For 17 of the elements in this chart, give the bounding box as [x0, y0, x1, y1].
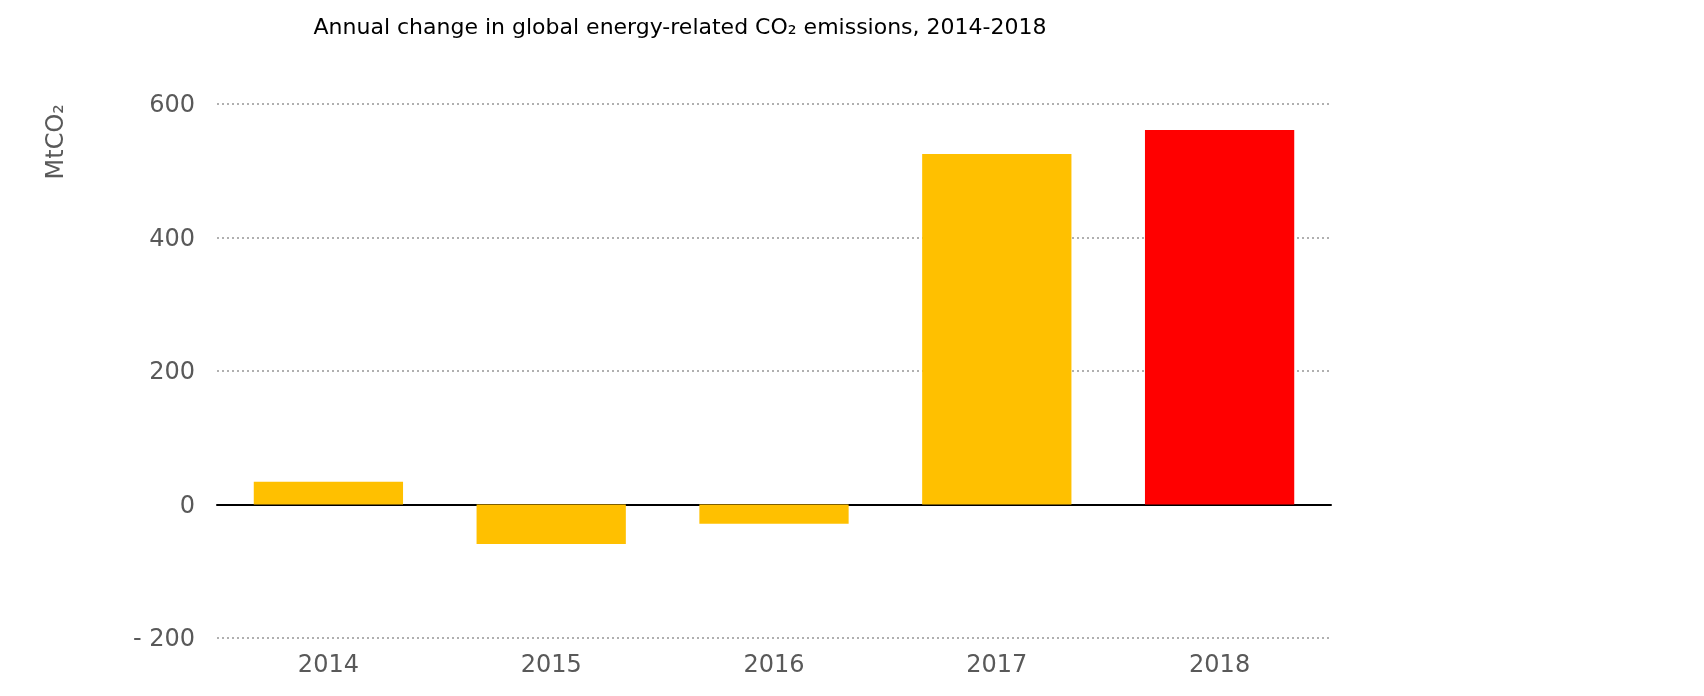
x-tick-label: 2015	[520, 650, 582, 678]
y-tick-label: 0	[179, 490, 195, 519]
y-tick-label: - 200	[132, 624, 195, 652]
bar	[476, 504, 626, 544]
y-tick-label: 200	[149, 357, 195, 385]
x-tick-label: 2014	[297, 650, 359, 678]
y-tick-label: 400	[149, 223, 195, 252]
bar	[253, 481, 404, 505]
y-axis-title: MtCO₂	[41, 104, 69, 180]
x-tick-label: 2016	[743, 650, 805, 678]
bar	[922, 154, 1072, 505]
y-tick-label: 600	[149, 90, 195, 118]
x-tick-label: 2017	[966, 650, 1028, 678]
bar	[1144, 130, 1295, 505]
chart-title: Annual change in global energy-related CO₂ emissions, 2014-2018	[313, 13, 1047, 39]
x-tick-label: 2018	[1189, 650, 1251, 678]
bar	[699, 504, 849, 524]
